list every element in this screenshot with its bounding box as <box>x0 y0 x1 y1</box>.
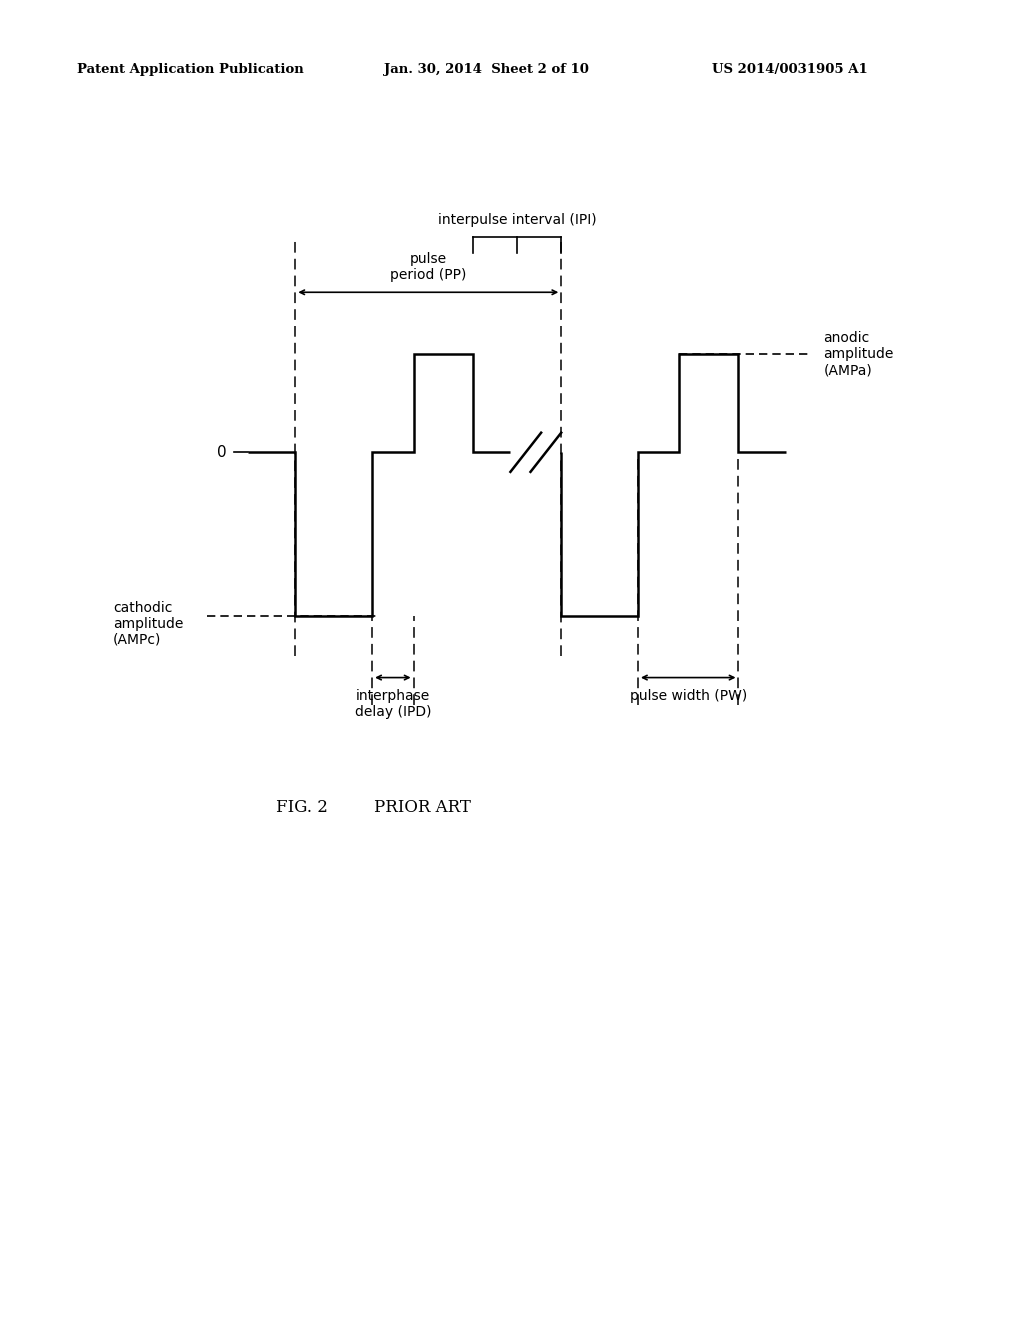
Text: cathodic
amplitude
(AMPc): cathodic amplitude (AMPc) <box>113 601 183 647</box>
Text: pulse
period (PP): pulse period (PP) <box>390 252 467 282</box>
Text: Jan. 30, 2014  Sheet 2 of 10: Jan. 30, 2014 Sheet 2 of 10 <box>384 63 589 77</box>
Text: 0: 0 <box>217 445 227 459</box>
Text: Patent Application Publication: Patent Application Publication <box>77 63 303 77</box>
Text: anodic
amplitude
(AMPa): anodic amplitude (AMPa) <box>823 331 894 378</box>
Text: interpulse interval (IPI): interpulse interval (IPI) <box>437 213 596 227</box>
Text: FIG. 2: FIG. 2 <box>276 799 329 816</box>
Text: pulse width (PW): pulse width (PW) <box>630 689 746 704</box>
Text: PRIOR ART: PRIOR ART <box>374 799 471 816</box>
Text: US 2014/0031905 A1: US 2014/0031905 A1 <box>712 63 867 77</box>
Text: interphase
delay (IPD): interphase delay (IPD) <box>354 689 431 719</box>
